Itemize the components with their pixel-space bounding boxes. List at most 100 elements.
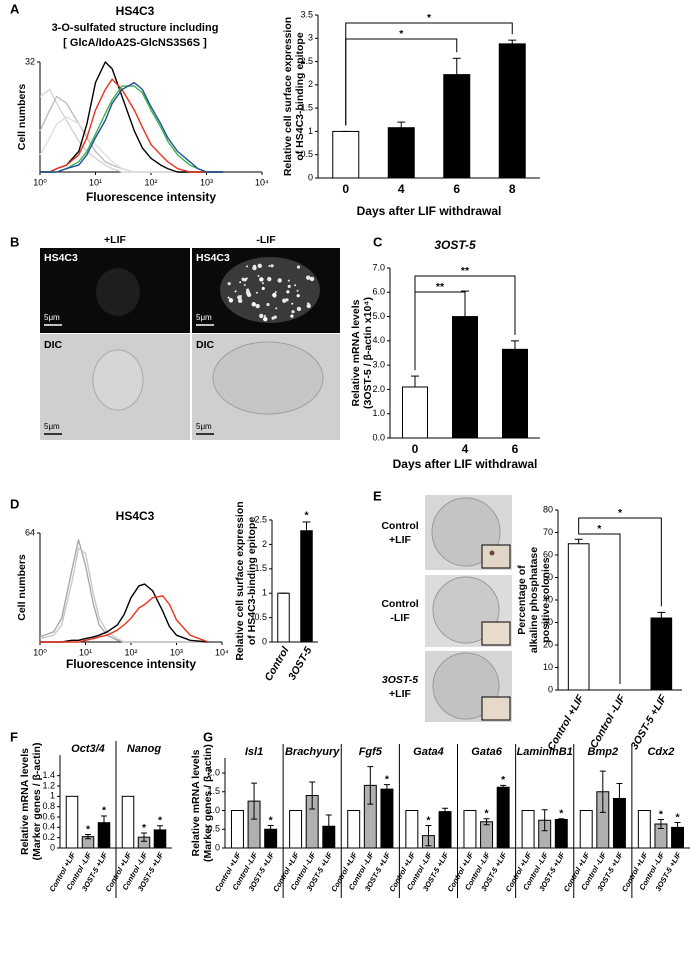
histogram-line: [40, 595, 209, 643]
significance: *: [427, 12, 432, 24]
speckle: [309, 276, 315, 282]
x-tick-label: Control -LIF: [588, 692, 628, 750]
y-tick-label: 2.0: [372, 384, 385, 394]
y-tick-label: 0.4: [42, 822, 55, 832]
speckle: [282, 298, 287, 303]
y-tick-label: 0.5: [207, 824, 220, 834]
panel-letter: C: [373, 234, 383, 249]
speckle: [227, 296, 230, 299]
speckle: [306, 275, 311, 280]
bar: [332, 130, 360, 179]
group-label: Bmp2: [588, 746, 619, 758]
colony: [489, 550, 495, 556]
significance: *: [142, 822, 147, 834]
speckle: [290, 314, 294, 318]
y-tick-label: 1.0: [372, 408, 385, 418]
y-tick-label: 1: [50, 791, 55, 801]
x-tick-label: 10⁰: [33, 647, 47, 657]
x-tick-label: 10¹: [79, 647, 92, 657]
y-axis-label: of HS4C3-binding epitope: [294, 32, 306, 160]
y-tick-label: 2: [262, 539, 267, 549]
bar: [496, 786, 510, 849]
plate-images: [425, 495, 512, 722]
y-tick-label: 20: [543, 639, 553, 649]
speckle: [267, 276, 272, 282]
significance: *: [618, 507, 623, 519]
speckle: [263, 315, 266, 318]
x-tick-label: 0: [342, 182, 349, 196]
y-axis-label: (Marker genes / β-actin): [31, 743, 43, 861]
comparison-bracket: [345, 22, 513, 126]
column-label: -LIF: [256, 234, 276, 246]
bar: [438, 811, 452, 849]
bar: [289, 810, 303, 849]
y-tick-label: 6.0: [372, 287, 385, 297]
significance: *: [304, 510, 309, 522]
row-label: HS4C3: [44, 252, 78, 264]
y-tick-label: 0: [215, 842, 220, 852]
significance: *: [485, 808, 490, 820]
x-axis-label: Days after LIF withdrawal: [393, 457, 538, 471]
y-tick-label: 2.0: [207, 767, 220, 777]
bar: [637, 810, 651, 849]
row-label: +LIF: [389, 534, 411, 546]
y-tick-label: 50: [543, 572, 553, 582]
speckle: [255, 303, 260, 309]
inset: [481, 621, 511, 646]
x-tick-label: 6: [512, 442, 519, 456]
y-axis-label: Relative cell surface expression: [234, 501, 246, 660]
x-tick-label: 10³: [170, 647, 183, 657]
y-tick-label: 3: [308, 33, 313, 43]
bar: [463, 810, 477, 849]
group-label: Gata6: [471, 746, 502, 758]
speckle: [261, 286, 265, 291]
x-tick-label: 10⁴: [215, 647, 229, 657]
y-tick-label: 1: [262, 588, 267, 598]
bar: [650, 617, 673, 691]
bar: [347, 810, 361, 849]
significance: **: [436, 281, 445, 293]
bar: [402, 386, 428, 439]
y-axis-label: Relative mRNA levels: [190, 749, 202, 856]
y-tick-label: 1.5: [207, 786, 220, 796]
group-label: Gata4: [413, 746, 444, 758]
y-axis-label: Cell numbers: [16, 84, 28, 151]
row-label: 3OST-5: [382, 674, 418, 686]
speckle: [277, 278, 282, 283]
x-tick-label: 4: [398, 182, 405, 196]
scale-label: 5μm: [196, 313, 212, 322]
speckle: [239, 295, 242, 298]
speckle: [273, 315, 277, 319]
group-label: Brachyury: [285, 746, 340, 758]
x-tick-label: 8: [509, 182, 516, 196]
y-tick-label: 40: [543, 594, 553, 604]
speckle: [227, 282, 231, 286]
row-label: -LIF: [390, 612, 410, 624]
speckle: [272, 292, 277, 298]
row-label: Control: [381, 598, 418, 610]
y-axis-label: Relative mRNA levels: [350, 299, 362, 406]
y-tick-label: 3.0: [372, 360, 385, 370]
x-tick-label: 10²: [144, 177, 157, 187]
y-tick-label: 5.0: [372, 311, 385, 321]
speckle: [291, 302, 294, 305]
y-tick-label: 0.0: [372, 432, 385, 442]
bar: [498, 43, 526, 179]
speckle: [257, 263, 262, 269]
y-tick-label: 0.6: [42, 811, 55, 821]
bar: [387, 127, 415, 179]
speckle: [287, 279, 290, 282]
panel-letter: A: [10, 1, 20, 16]
significance: *: [385, 773, 390, 785]
comparison-bracket: [345, 38, 458, 126]
y-tick-label: 0.2: [42, 832, 55, 842]
speckle: [255, 291, 258, 294]
panel-letter: F: [10, 729, 18, 744]
speckle: [237, 298, 243, 304]
y-tick-label: 1.0: [207, 805, 220, 815]
histogram-line: [40, 81, 224, 173]
cell: [212, 341, 324, 415]
speckle: [274, 291, 277, 294]
y-tick-label: 1.5: [254, 563, 267, 573]
